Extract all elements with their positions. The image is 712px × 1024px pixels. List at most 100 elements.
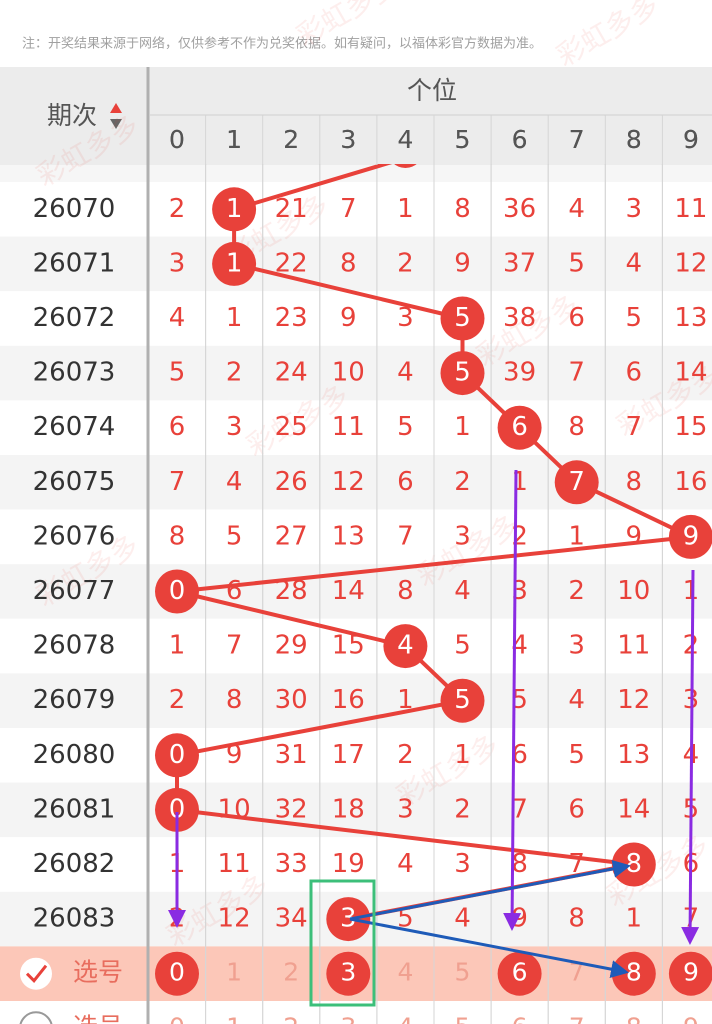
omission-number: 6 <box>568 794 585 824</box>
select-ball[interactable]: 9 <box>668 951 712 996</box>
select-digit: 4 <box>397 1012 413 1024</box>
hit-number: 5 <box>454 358 471 388</box>
issue-number: 26079 <box>33 685 116 715</box>
omission-number: 16 <box>332 685 365 715</box>
digit-header: 0 <box>169 125 185 154</box>
hit-number: 5 <box>454 685 471 715</box>
omission-number: 7 <box>626 412 643 442</box>
omission-number: 2 <box>169 194 186 224</box>
omission-number: 3 <box>226 412 243 442</box>
notice: 注：开奖结果来源于网络，仅供参考不作为兑奖依据。如有疑问，以福体彩官方数据为准。 <box>22 36 542 52</box>
select-ball[interactable]: 5 <box>455 958 471 987</box>
digit-header: 8 <box>626 125 642 154</box>
select-digit: 6 <box>512 958 528 987</box>
omission-number: 8 <box>226 685 243 715</box>
select-ball[interactable]: 7 <box>569 1012 585 1024</box>
omission-number: 22 <box>275 248 308 278</box>
omission-number: 1 <box>626 904 643 934</box>
omission-number: 7 <box>169 467 186 497</box>
digit-header: 7 <box>569 125 585 154</box>
omission-number: 9 <box>340 303 357 333</box>
omission-number: 8 <box>511 849 528 879</box>
select-ball[interactable]: 7 <box>569 958 585 987</box>
selected-ball <box>326 951 371 996</box>
select-ball[interactable]: 1 <box>226 958 242 987</box>
omission-number: 5 <box>169 358 186 388</box>
select-checkbox[interactable] <box>19 1011 53 1024</box>
omission-number: 2 <box>169 685 186 715</box>
row-background <box>0 345 712 401</box>
digit-header: 2 <box>283 125 299 154</box>
select-digit: 5 <box>455 1012 471 1024</box>
omission-number: 11 <box>218 849 251 879</box>
digit-header: 7 <box>569 125 585 154</box>
digit-header: 0 <box>169 125 185 154</box>
omission-number: 21 <box>275 194 308 224</box>
omission-number: 11 <box>674 194 707 224</box>
hit-number: 4 <box>397 631 414 661</box>
digit-header: 4 <box>397 125 413 154</box>
select-ball[interactable]: 0 <box>169 1012 185 1024</box>
select-ball[interactable]: 2 <box>283 958 299 987</box>
omission-number: 5 <box>397 412 414 442</box>
select-ball[interactable]: 8 <box>626 1012 642 1024</box>
select-ball[interactable]: 4 <box>397 1012 413 1024</box>
purple-arrow <box>503 469 522 931</box>
select-digit: 3 <box>340 958 356 987</box>
omission-number: 31 <box>275 740 308 770</box>
row-background <box>0 236 712 292</box>
digit-header: 9 <box>683 125 699 154</box>
issue-number: 26080 <box>33 740 116 770</box>
select-ball[interactable]: 2 <box>283 1012 299 1024</box>
digit-header: 2 <box>283 125 299 154</box>
row-background <box>0 400 712 455</box>
select-ball[interactable]: 9 <box>683 1012 699 1024</box>
omission-number: 8 <box>568 904 585 934</box>
omission-number: 5 <box>397 904 414 934</box>
omission-number: 12 <box>332 467 365 497</box>
issue-number: 26074 <box>33 412 116 442</box>
omission-number: 11 <box>617 631 650 661</box>
sort-up[interactable] <box>110 103 122 113</box>
issue-header[interactable]: 期次 <box>47 101 97 130</box>
hit-ball <box>440 678 485 723</box>
digit-header: 4 <box>397 125 413 154</box>
omission-number: 8 <box>454 194 471 224</box>
selected-ball <box>497 951 542 996</box>
omission-number: 3 <box>626 194 643 224</box>
omission-number: 5 <box>568 740 585 770</box>
omission-number: 7 <box>568 849 585 879</box>
omission-number: 1 <box>454 740 471 770</box>
select-ball[interactable]: 1 <box>226 1012 242 1024</box>
select-ball[interactable]: 0 <box>155 951 199 996</box>
omission-number: 4 <box>568 194 585 224</box>
selected-ball <box>155 951 199 996</box>
select-ball[interactable]: 8 <box>611 951 656 996</box>
select-ball[interactable]: 4 <box>397 958 413 987</box>
omission-number: 12 <box>218 904 251 934</box>
omission-number: 38 <box>503 303 536 333</box>
group-header: 个位 <box>407 76 457 105</box>
select-ball[interactable]: 6 <box>512 1012 528 1024</box>
omission-number: 3 <box>568 631 585 661</box>
select-checkbox[interactable] <box>20 957 52 990</box>
omission-number: 14 <box>674 358 707 388</box>
hit-number: 6 <box>511 412 528 442</box>
select-ball[interactable]: 5 <box>455 1012 471 1024</box>
select-ball[interactable]: 3 <box>340 1012 356 1024</box>
hit-ball <box>668 514 712 559</box>
digit-header: 6 <box>512 125 528 154</box>
select-ball[interactable]: 6 <box>497 951 542 996</box>
select-digit: 9 <box>683 958 699 987</box>
select-digit: 1 <box>226 1012 242 1024</box>
omission-number: 5 <box>626 303 643 333</box>
omission-number: 16 <box>674 467 707 497</box>
select-ball[interactable]: 3 <box>326 951 371 996</box>
sort-down[interactable] <box>110 119 122 129</box>
annotations <box>168 469 700 1007</box>
select-digit: 9 <box>683 1012 699 1024</box>
omission-number: 7 <box>397 521 414 551</box>
select-label: 选号 <box>73 958 123 987</box>
omission-number: 39 <box>503 358 536 388</box>
hit-number: 5 <box>454 303 471 333</box>
